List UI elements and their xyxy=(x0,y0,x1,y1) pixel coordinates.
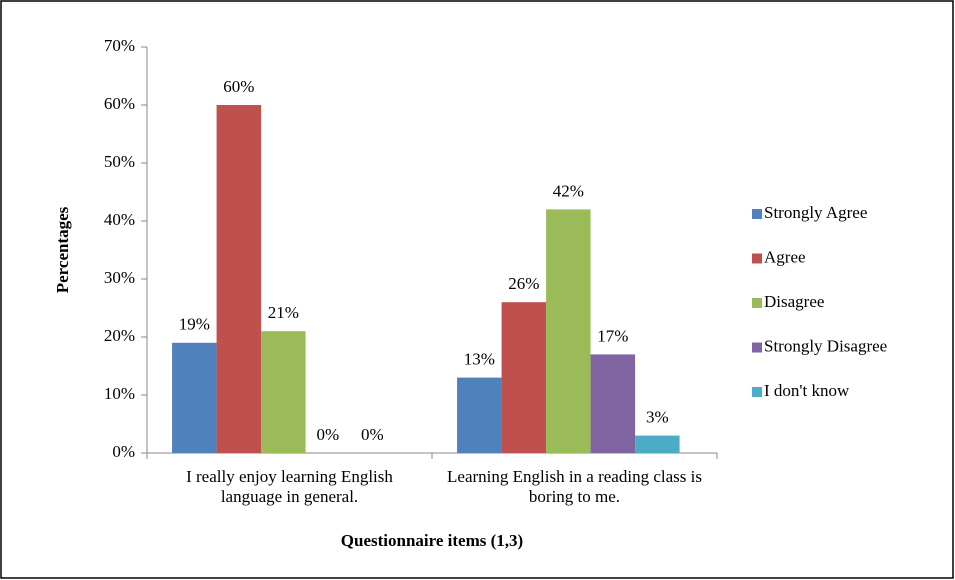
bar xyxy=(546,209,591,453)
x-tick-label: I really enjoy learning English language… xyxy=(186,467,393,506)
data-label: 60% xyxy=(223,77,254,96)
legend-label: Strongly Disagree xyxy=(764,336,887,355)
bar xyxy=(172,342,217,453)
y-tick-label: 20% xyxy=(104,326,135,345)
legend-swatch xyxy=(752,387,762,397)
bar xyxy=(216,105,262,453)
legend-swatch xyxy=(752,209,762,219)
x-tick-label: Learning English in a reading class is b… xyxy=(447,467,702,506)
legend-swatch xyxy=(752,298,762,308)
y-tick-label: 50% xyxy=(104,152,135,171)
legend-swatch xyxy=(752,342,762,353)
data-label: 13% xyxy=(464,350,495,369)
y-axis-title: Percentages xyxy=(53,206,72,293)
bar xyxy=(457,377,502,453)
data-label: 3% xyxy=(646,408,669,427)
bar xyxy=(501,302,547,453)
data-label: 21% xyxy=(268,303,299,322)
y-tick-label: 30% xyxy=(104,268,135,287)
y-tick-label: 60% xyxy=(104,94,135,113)
bar xyxy=(261,331,306,453)
legend-swatch xyxy=(752,253,762,264)
bar xyxy=(590,354,636,453)
y-tick-label: 0% xyxy=(112,442,135,461)
bar xyxy=(635,435,680,453)
y-tick-label: 70% xyxy=(104,36,135,55)
data-label: 0% xyxy=(361,425,384,444)
legend-label: I don't know xyxy=(764,381,850,400)
x-axis-title: Questionnaire items (1,3) xyxy=(341,531,523,550)
data-label: 26% xyxy=(508,274,539,293)
data-label: 42% xyxy=(553,181,584,200)
data-label: 19% xyxy=(179,315,210,334)
y-tick-label: 40% xyxy=(104,210,135,229)
data-label: 0% xyxy=(316,425,339,444)
y-tick-label: 10% xyxy=(104,384,135,403)
legend-label: Agree xyxy=(764,247,806,266)
legend-label: Disagree xyxy=(764,292,824,311)
legend-label: Strongly Agree xyxy=(764,203,867,222)
data-label: 17% xyxy=(597,326,628,345)
